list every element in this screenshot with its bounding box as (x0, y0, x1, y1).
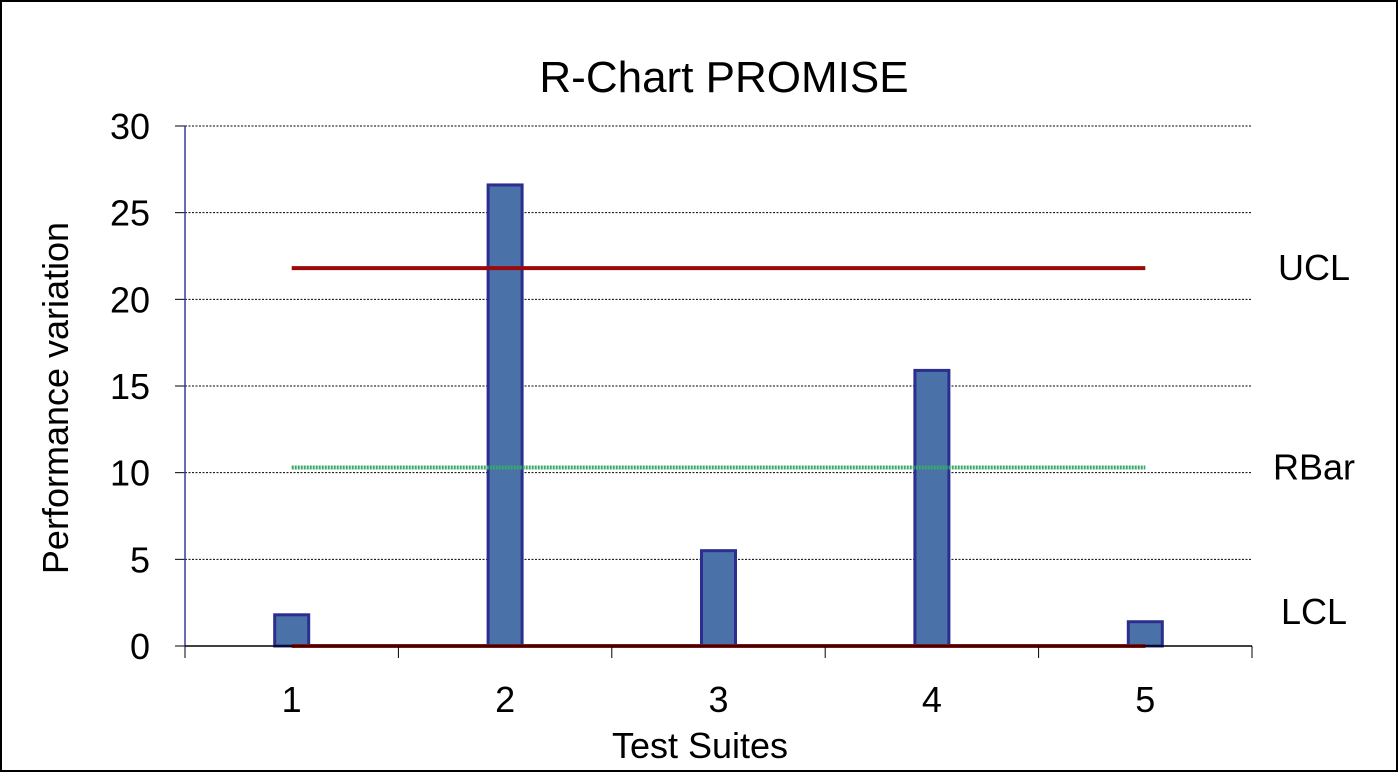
y-tick-label: 15 (110, 366, 150, 407)
reference-line-label: UCL (1278, 247, 1350, 288)
y-tick-label: 5 (130, 539, 150, 580)
bar (486, 183, 524, 648)
x-tick-label: 5 (1135, 679, 1155, 720)
x-tick-label: 1 (282, 679, 302, 720)
x-tick-label: 2 (495, 679, 515, 720)
y-tick-labels: 0 5 10 15 20 25 30 (110, 106, 150, 667)
y-tick-label: 30 (110, 106, 150, 147)
y-axis-title: Performance variation (35, 222, 76, 574)
x-tick-label: 4 (922, 679, 942, 720)
bar (913, 368, 951, 648)
y-tick-label: 0 (130, 626, 150, 667)
reference-line-label: LCL (1281, 591, 1347, 632)
reference-line-label: RBar (1273, 446, 1355, 487)
chart-title: R-Chart PROMISE (539, 53, 908, 102)
axes (175, 125, 1253, 658)
bar (273, 613, 311, 648)
y-tick-label: 25 (110, 193, 150, 234)
x-axis-title: Test Suites (612, 725, 788, 766)
y-tick-label: 20 (110, 279, 150, 320)
x-tick-labels: 1 2 3 4 5 (282, 679, 1156, 720)
reference-line-labels: UCL RBar LCL (1273, 247, 1355, 632)
x-tick-label: 3 (708, 679, 728, 720)
bar (1126, 620, 1164, 648)
bar (700, 549, 737, 648)
y-tick-label: 10 (110, 453, 150, 494)
